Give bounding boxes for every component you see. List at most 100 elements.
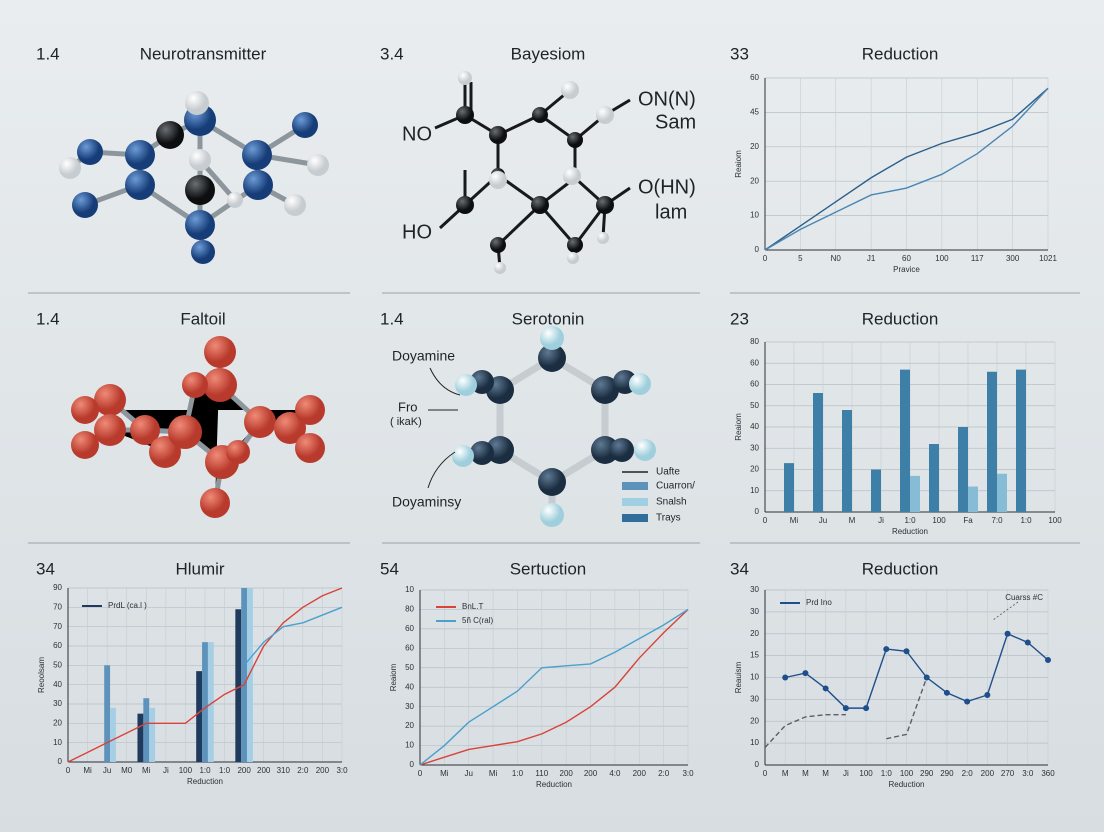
bar — [104, 665, 111, 762]
x-tick-label: Ji — [163, 766, 169, 775]
x-tick-label: Fa — [963, 516, 973, 525]
structure: NO ON(N) Sam O(HN) lam HO — [402, 71, 696, 274]
x-tick-label: 290 — [920, 769, 934, 778]
x-tick-label: M — [802, 769, 809, 778]
y-tick-label: 0 — [410, 760, 415, 769]
y-tick-label: 50 — [750, 401, 759, 410]
legend-label: Trays — [656, 513, 681, 524]
x-tick-label: M — [782, 769, 789, 778]
y-tick-label: 90 — [53, 583, 62, 592]
x-tick-label: Ju — [103, 766, 111, 775]
x-tick-label: 100 — [179, 766, 193, 775]
x-tick-label: M — [822, 769, 829, 778]
x-tick-label: 200 — [981, 769, 995, 778]
x-axis-label: Reduction — [536, 780, 572, 789]
line — [785, 632, 1049, 709]
y-tick-label: 10 — [750, 673, 759, 682]
y-tick-label: 20 — [750, 176, 759, 185]
marker — [1024, 639, 1031, 646]
dividers — [28, 292, 1080, 544]
x-tick-label: 3:0 — [1022, 769, 1034, 778]
x-tick-label: 4:0 — [609, 769, 621, 778]
atom-label: Sam — [655, 111, 696, 133]
x-tick-label: 0 — [763, 769, 768, 778]
x-tick-label: 360 — [1041, 769, 1055, 778]
panel-number: 1.4 — [380, 309, 404, 328]
x-tick-label: Ji — [878, 516, 884, 525]
bar — [910, 475, 920, 512]
x-tick-label: 1021 — [1039, 254, 1057, 263]
y-tick-label: 10 — [750, 738, 759, 747]
bar — [247, 588, 253, 762]
marker — [822, 685, 829, 692]
molecule: Doyamine Fro ( ikaK) Doyaminsy Uafte Cua… — [390, 326, 695, 527]
x-tick-label: J1 — [867, 254, 876, 263]
marker — [1004, 630, 1011, 637]
y-tick-label: 10 — [405, 585, 414, 594]
bar — [110, 707, 116, 762]
bar — [143, 698, 150, 762]
y-tick-label: 0 — [755, 245, 760, 254]
atom-label: ON(N) — [638, 88, 696, 110]
bar — [784, 463, 794, 512]
marker — [883, 646, 890, 653]
x-tick-label: 270 — [1001, 769, 1015, 778]
x-tick-label: 200 — [584, 769, 598, 778]
x-tick-label: 100 — [1048, 516, 1062, 525]
annotation-arrow — [992, 601, 1019, 621]
annotation: Fro — [398, 399, 418, 414]
legend-label: 5ñ C(ral) — [462, 616, 493, 625]
bar — [900, 369, 910, 512]
x-tick-label: 310 — [277, 766, 291, 775]
y-tick-label: 45 — [750, 108, 759, 117]
x-axis-label: Pravice — [893, 265, 920, 274]
legend-label: Prd Ino — [806, 598, 832, 607]
bar — [871, 469, 881, 512]
x-tick-label: 2:0 — [297, 766, 309, 775]
x-tick-label: Mi — [83, 766, 92, 775]
marker — [782, 674, 789, 681]
legend-label: Cuarron/ — [656, 481, 695, 492]
y-tick-label: 60 — [750, 358, 759, 367]
y-tick-label: 10 — [750, 486, 759, 495]
panel-number: 54 — [380, 559, 399, 578]
y-axis-label: Reaiom — [734, 413, 743, 441]
y-axis-label: Reoolsam — [37, 657, 46, 693]
bar — [241, 588, 248, 762]
atom-label: HO — [402, 221, 432, 243]
y-tick-label: 20 — [53, 718, 62, 727]
y-tick-label: 70 — [53, 602, 62, 611]
x-tick-label: 1:0 — [199, 766, 211, 775]
y-tick-label: 40 — [53, 680, 62, 689]
y-tick-label: 30 — [750, 443, 759, 452]
x-tick-label: 1:0 — [881, 769, 893, 778]
x-axis-label: Reduction — [888, 780, 924, 789]
x-tick-label: 100 — [935, 254, 949, 263]
marker — [964, 698, 971, 705]
y-tick-label: 20 — [750, 629, 759, 638]
legend-label: PrdL (ca.l ) — [108, 601, 147, 610]
annotation: Doyamine — [392, 348, 455, 364]
marker — [842, 705, 849, 712]
marker — [903, 648, 910, 655]
y-tick-label: 60 — [750, 73, 759, 82]
y-tick-label: 20 — [750, 716, 759, 725]
x-tick-label: 117 — [971, 254, 984, 263]
x-tick-label: Ji — [843, 769, 849, 778]
y-tick-label: 50 — [53, 660, 62, 669]
x-tick-label: 2:0 — [658, 769, 670, 778]
x-tick-label: M0 — [121, 766, 133, 775]
x-tick-label: 200 — [633, 769, 647, 778]
line — [764, 87, 1049, 251]
y-tick-label: 60 — [405, 624, 414, 633]
atom-label: lam — [655, 201, 687, 223]
y-tick-label: 30 — [750, 607, 759, 616]
y-axis-label: Reauism — [734, 661, 743, 693]
panel-number: 3.4 — [380, 44, 404, 63]
chart-title: Hlumir — [175, 559, 224, 578]
x-tick-label: 5 — [798, 254, 803, 263]
y-tick-label: 30 — [53, 699, 62, 708]
bar — [987, 371, 997, 512]
legend-label: Uafte — [656, 467, 680, 478]
